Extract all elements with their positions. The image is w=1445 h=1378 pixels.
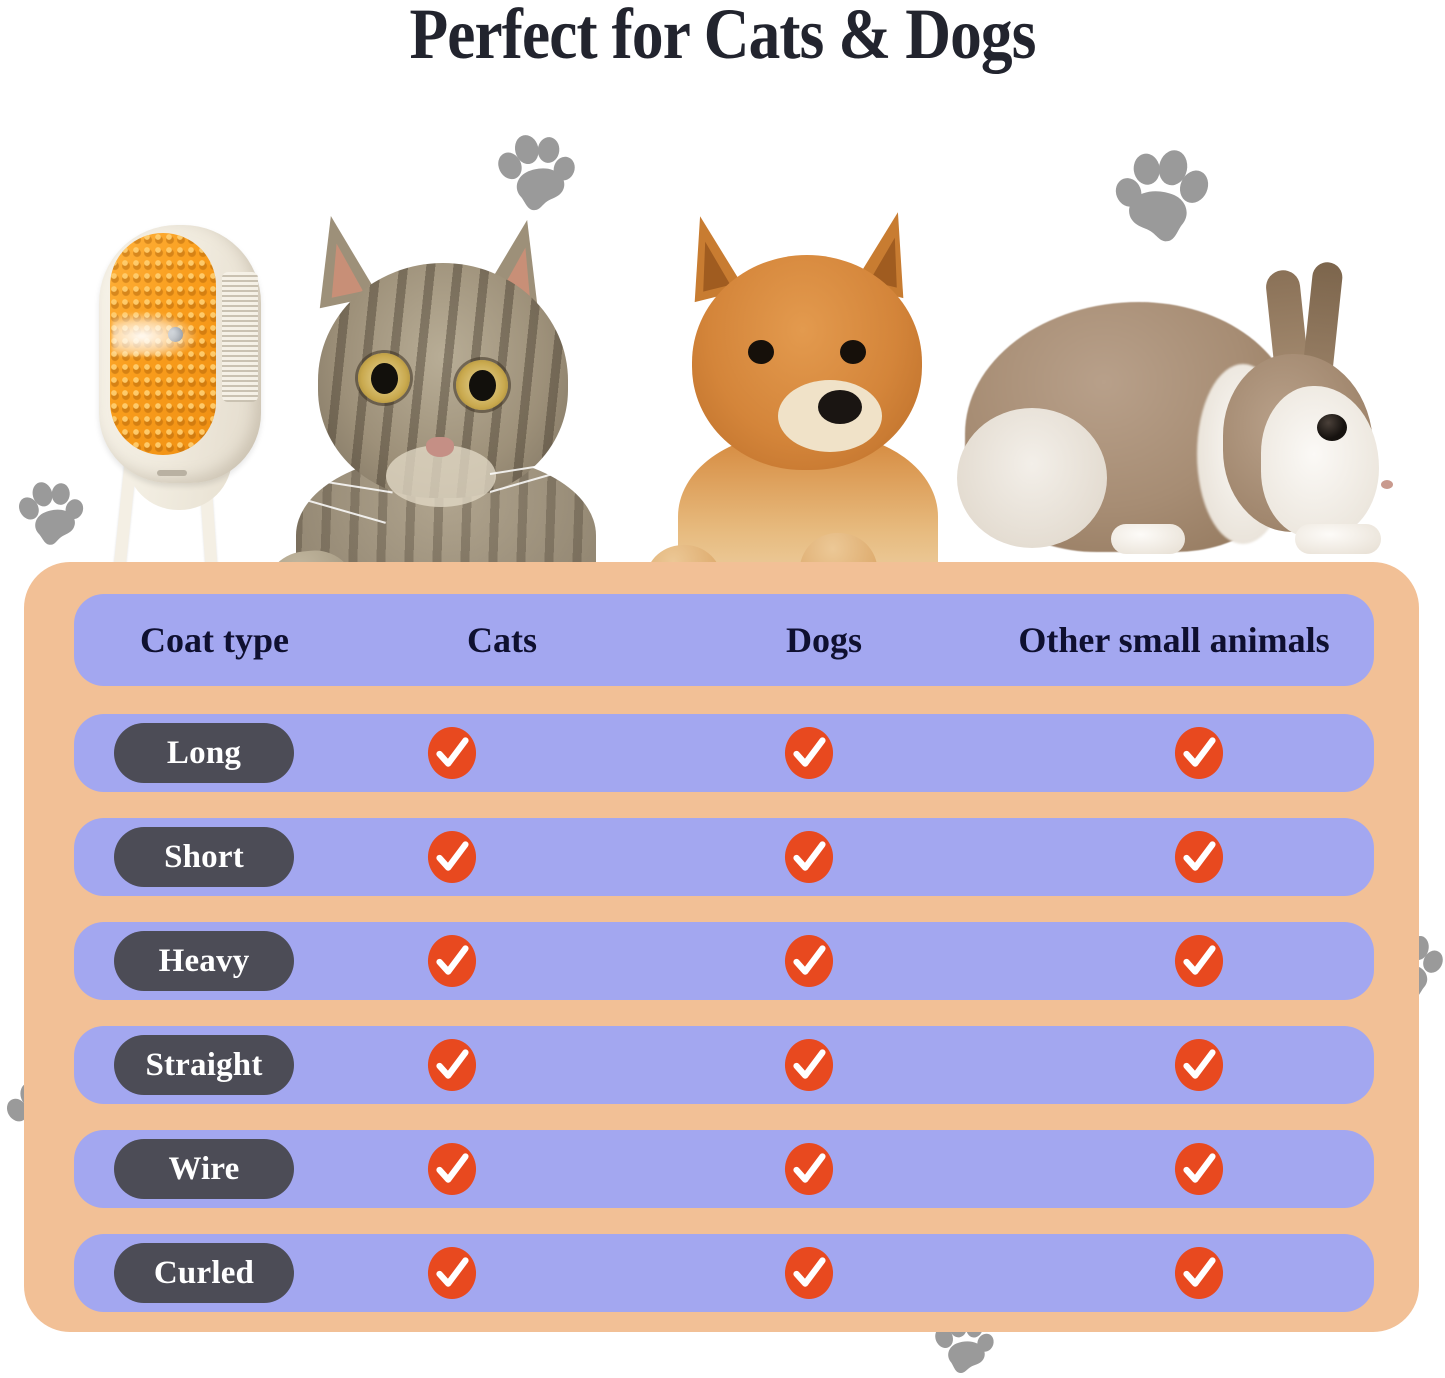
check-circle-icon [784,934,834,988]
brush-power-button[interactable] [157,470,187,476]
cat-pupil-right [469,370,496,401]
check-circle-icon [1174,1246,1224,1300]
rabbit-rump [957,408,1107,548]
rabbit-foot-rear [1111,524,1185,554]
paw-print-top-center [486,122,583,219]
check-circle-icon [427,830,477,884]
cat-eye-right [456,360,508,410]
column-header-dogs: Dogs [785,620,862,660]
column-header-other: Other small animals [1018,620,1330,660]
check-circle-icon [784,830,834,884]
check-circle-icon [784,1142,834,1196]
rabbit-eye [1317,414,1347,441]
steam-grooming-brush [0,0,300,620]
cat-eye-left [358,353,410,403]
dog-nose [818,390,862,424]
table-row[interactable]: Wire [74,1130,1374,1208]
table-row[interactable]: Curled [74,1234,1374,1312]
check-circle-icon [1174,830,1224,884]
paw-print-top-right [1107,137,1221,251]
table-row[interactable]: Heavy [74,922,1374,1000]
table-row[interactable]: Short [74,818,1374,896]
cat-pupil-left [371,363,398,394]
cat-nose [426,437,454,457]
check-circle-icon [1174,934,1224,988]
table-row[interactable]: Long [74,714,1374,792]
table-header-row: Coat type Cats Dogs Other small animals [74,594,1374,686]
check-circle-icon [784,1038,834,1092]
check-circle-icon [1174,1038,1224,1092]
rabbit-photo [957,258,1405,576]
cat-photo [258,205,628,640]
coat-type-pill: Heavy [114,931,294,991]
coat-type-pill: Straight [114,1035,294,1095]
check-circle-icon [427,1038,477,1092]
check-circle-icon [1174,726,1224,780]
table-row[interactable]: Straight [74,1026,1374,1104]
check-circle-icon [427,934,477,988]
rabbit-nose [1381,480,1393,489]
column-header-cats: Cats [467,620,537,660]
check-circle-icon [784,1246,834,1300]
check-circle-icon [427,1246,477,1300]
dog-eye-right [840,340,866,364]
coat-type-pill: Short [114,827,294,887]
check-circle-icon [784,726,834,780]
dog-eye-left [748,340,774,364]
brush-comb-teeth [222,272,258,402]
coat-type-pill: Curled [114,1243,294,1303]
page-title: Perfect for Cats & Dogs [409,0,1036,74]
coat-type-pill: Wire [114,1139,294,1199]
check-circle-icon [1174,1142,1224,1196]
paw-print-left-upper [8,470,91,553]
dog-photo [640,205,970,623]
column-header-coat-type: Coat type [140,620,289,660]
coat-type-pill: Long [114,723,294,783]
brush-steam-plume [112,312,198,356]
check-circle-icon [427,1142,477,1196]
rabbit-face [1261,386,1379,538]
coat-type-compatibility-table: Coat type Cats Dogs Other small animals … [24,562,1419,1332]
rabbit-foot-front [1295,524,1381,554]
check-circle-icon [427,726,477,780]
